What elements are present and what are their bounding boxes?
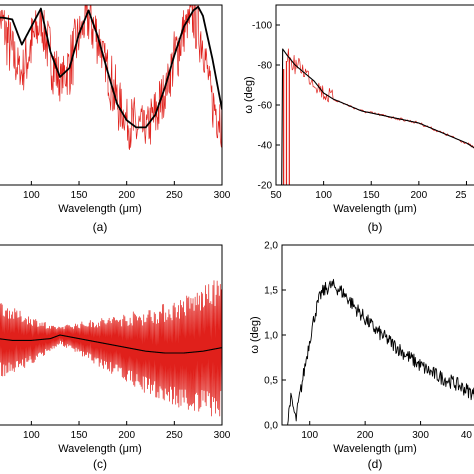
series-line-1 (0, 280, 222, 417)
x-tick-label: 250 (166, 430, 183, 441)
panel-label: (a) (93, 220, 108, 234)
series-line-2 (281, 48, 474, 185)
series-line-1 (287, 48, 474, 149)
series-group (0, 280, 222, 417)
x-tick-label: 40 (461, 430, 473, 441)
y-tick-label: 0,5 (264, 376, 278, 387)
x-tick-label: 25 (455, 190, 467, 201)
y-tick-label: -100 (252, 21, 272, 32)
plot-frame (281, 244, 474, 426)
x-axis-title: Wavelength (μm) (333, 443, 417, 455)
series-spike (283, 57, 290, 185)
x-tick-label: 100 (23, 430, 40, 441)
panel-d: 100 200 300 40 0,0 0,5 1,0 1,5 2,0 Wavelength (μm… (249, 241, 474, 471)
x-tick-label: 250 (166, 190, 183, 201)
series-group (0, 5, 222, 150)
y-tick-label: 0,0 (264, 421, 278, 432)
series-line-2 (0, 5, 222, 129)
y-tick-label: -40 (258, 141, 273, 152)
x-tick-label: 150 (71, 430, 88, 441)
y-axis-title: ω (deg) (243, 76, 255, 113)
series-group (287, 278, 474, 425)
y-axis-title: ω (deg) (249, 316, 261, 353)
x-tick-label: 300 (214, 190, 231, 201)
x-tick-label: 100 (315, 190, 332, 201)
y-tick-label: 1,0 (264, 331, 278, 342)
panel-a: 100 150 200 250 300 Wavelength (μm) (a) (0, 4, 231, 234)
x-tick-label: 300 (214, 430, 231, 441)
panel-label: (b) (368, 220, 383, 234)
x-tick-label: 150 (363, 190, 380, 201)
x-tick-label: 50 (270, 190, 282, 201)
panel-b: 50 100 150 200 25 -100 -80 -60 -40 -20 Wavelength … (243, 4, 474, 234)
y-tick-label: -60 (258, 101, 273, 112)
y-tick-label: -80 (258, 61, 273, 72)
x-tick-label: 200 (118, 190, 135, 201)
x-tick-label: 300 (412, 430, 429, 441)
x-axis-title: Wavelength (μm) (58, 443, 142, 455)
plot-frame (275, 4, 474, 186)
x-tick-label: 100 (301, 430, 318, 441)
y-tick-label: 1,5 (264, 286, 278, 297)
plot-frame (0, 244, 223, 426)
series-line-1 (287, 278, 474, 425)
x-axis-title: Wavelength (μm) (58, 203, 142, 215)
series-line-2 (0, 334, 222, 354)
plot-frame (0, 4, 223, 186)
series-group (281, 48, 474, 185)
x-tick-label: 150 (71, 190, 88, 201)
x-tick-label: 200 (357, 430, 374, 441)
x-tick-label: 200 (411, 190, 428, 201)
panel-label: (d) (368, 457, 383, 471)
x-axis-title: Wavelength (μm) (333, 203, 417, 215)
x-tick-label: 100 (23, 190, 40, 201)
panel-label: (c) (93, 457, 107, 471)
x-tick-label: 200 (118, 430, 135, 441)
y-tick-label: 2,0 (264, 241, 278, 252)
panel-c: 100 150 200 250 300 Wavelength (μm) (c) (0, 244, 231, 471)
y-tick-label: -20 (258, 181, 273, 192)
